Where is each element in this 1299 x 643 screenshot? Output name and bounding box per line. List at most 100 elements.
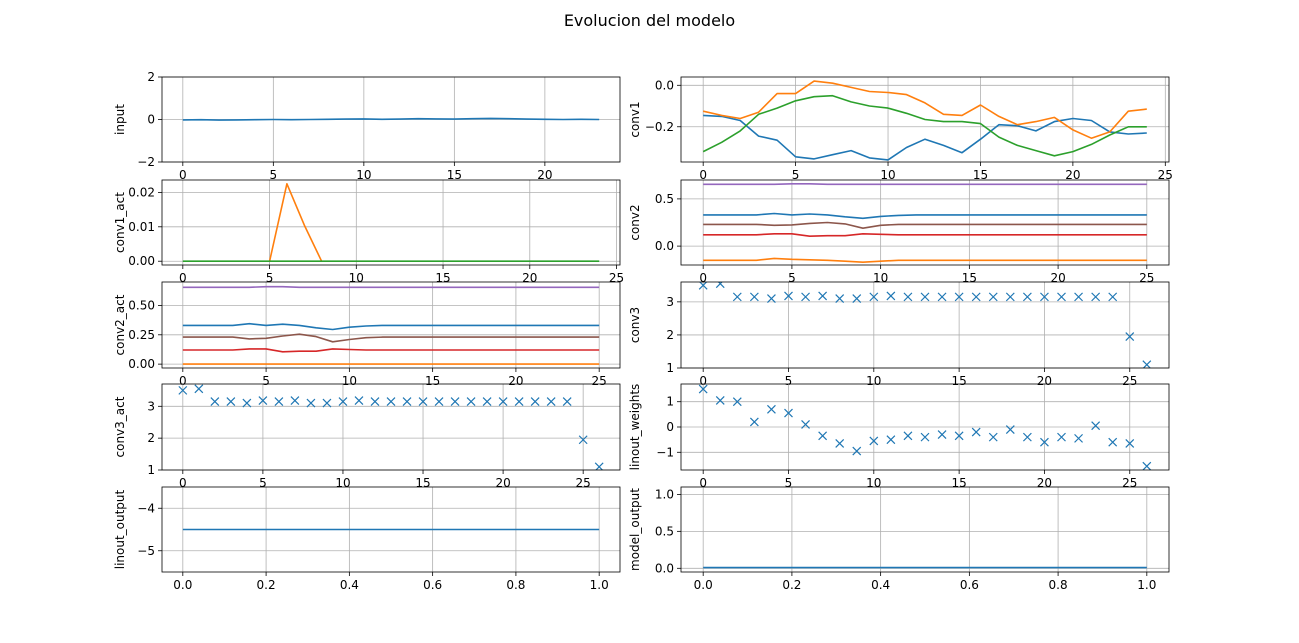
scatter-point: [1057, 432, 1066, 442]
scatter-point: [971, 292, 981, 302]
subplot-linout_output: 0.0 0.2 0.4 0.6 0.8 1.0 −5 −4 linout_output: [113, 486, 621, 592]
scatter-point: [954, 292, 964, 302]
x-tick-label: 0.6: [423, 578, 442, 592]
x-tick-label: 15: [973, 168, 988, 182]
scatter-point: [1005, 425, 1015, 434]
scatter-point: [210, 397, 220, 406]
x-tick-label: 20: [495, 476, 510, 490]
axes-frame: [161, 486, 621, 573]
scatter-point: [988, 292, 998, 302]
scatter-point: [767, 404, 776, 414]
y-axis-label: conv1_act: [113, 192, 127, 253]
x-tick-label: 0: [699, 374, 707, 388]
scatter-point: [178, 385, 188, 395]
x-tick-label: 0.6: [960, 578, 979, 592]
subplot-model_output: 0.0 0.2 0.4 0.6 0.8 1.0 0.0 0.5 1.0 model_output: [628, 486, 1170, 592]
x-tick-label: 10: [335, 476, 350, 490]
y-tick-label: 0.00: [128, 357, 155, 371]
scatter-point: [1091, 421, 1101, 431]
x-tick-label: 10: [880, 168, 895, 182]
subplot-linout_weights: 0 5 10 15 20 25 −1 0 1 linout_weights: [628, 383, 1170, 490]
scatter-point: [749, 292, 759, 302]
scatter-point: [698, 384, 708, 394]
scatter-point: [749, 417, 759, 427]
plot-area: [703, 183, 1147, 264]
scatter-point: [466, 397, 476, 406]
scatter-point: [920, 432, 930, 442]
series-line-3: [182, 333, 600, 343]
scatter-point: [194, 384, 204, 394]
y-tick-label: −2: [137, 155, 155, 169]
plot-area: [182, 285, 600, 365]
x-tick-label: 10: [866, 374, 881, 388]
scatter-point: [920, 292, 930, 302]
axes-frame: [680, 179, 1170, 266]
scatter-point: [242, 398, 252, 408]
x-tick-label: 0.8: [506, 578, 525, 592]
scatter-point: [482, 397, 492, 406]
x-tick-label: 5: [785, 374, 793, 388]
plot-area: [698, 384, 1152, 470]
scatter-point: [852, 446, 862, 456]
x-tick-label: 20: [508, 374, 523, 388]
scatter-point: [869, 436, 879, 446]
scatter-point: [450, 397, 460, 406]
x-tick-label: 25: [576, 476, 591, 490]
scatter-point: [306, 398, 316, 408]
subplot-conv2: 0 5 10 15 20 25 0.0 0.5 conv2: [628, 179, 1170, 285]
scatter-point: [1108, 292, 1118, 302]
scatter-point: [1022, 432, 1032, 442]
scatter-point: [546, 397, 556, 406]
y-tick-label: −0.2: [645, 120, 674, 134]
scatter-point: [954, 431, 964, 441]
x-tick-label: 20: [537, 168, 552, 182]
x-tick-label: 10: [356, 168, 371, 182]
series-line-2: [703, 212, 1147, 220]
x-tick-label: 5: [262, 374, 270, 388]
series-line-2: [182, 322, 600, 331]
series-line-1: [703, 114, 1147, 161]
y-tick-label: 0.5: [655, 524, 674, 538]
scatter-point: [386, 397, 396, 406]
scatter-point: [767, 294, 776, 303]
y-tick-label: 0: [666, 420, 674, 434]
y-axis-label: conv2: [628, 204, 642, 240]
x-tick-label: 0: [179, 374, 187, 388]
scatter-point: [835, 439, 845, 448]
scatter-point: [818, 431, 828, 441]
scatter-point: [1005, 292, 1015, 302]
x-tick-label: 15: [447, 168, 462, 182]
scatter-point: [530, 397, 540, 406]
subplot-conv3_act: 0 5 10 15 20 25 1 2 3 conv3_act: [113, 383, 621, 490]
y-tick-label: 3: [666, 295, 674, 309]
subplot-input: 0 5 10 15 20 −2 0 2 input: [113, 70, 621, 182]
series-line-1: [182, 285, 600, 289]
x-tick-label: 0.2: [257, 578, 276, 592]
x-tick-label: 15: [951, 374, 966, 388]
subplot-conv1: 0 5 10 15 20 25 −0.2 0.0 conv1: [628, 76, 1173, 182]
scatter-point: [354, 396, 364, 405]
x-tick-label: 20: [1050, 271, 1065, 285]
x-tick-label: 25: [609, 271, 624, 285]
y-tick-label: 0.00: [128, 254, 155, 268]
series-line-4: [703, 233, 1147, 237]
series-line-3: [703, 221, 1147, 229]
scatter-point: [402, 397, 412, 406]
scatter-point: [274, 397, 284, 406]
y-axis-label: conv3: [628, 307, 642, 343]
scatter-point: [514, 397, 524, 406]
y-tick-label: −5: [137, 544, 155, 558]
x-tick-label: 0: [699, 271, 707, 285]
scatter-point: [732, 292, 742, 302]
x-tick-label: 25: [1122, 476, 1137, 490]
scatter-point: [1108, 437, 1118, 447]
scatter-point: [1125, 332, 1135, 342]
y-axis-label: conv3_act: [113, 396, 127, 457]
scatter-point: [869, 292, 879, 302]
y-tick-label: 0.02: [128, 185, 155, 199]
scatter-point: [1125, 439, 1135, 448]
scatter-point: [988, 432, 998, 442]
x-tick-label: 15: [435, 271, 450, 285]
x-tick-label: 0.2: [782, 578, 801, 592]
